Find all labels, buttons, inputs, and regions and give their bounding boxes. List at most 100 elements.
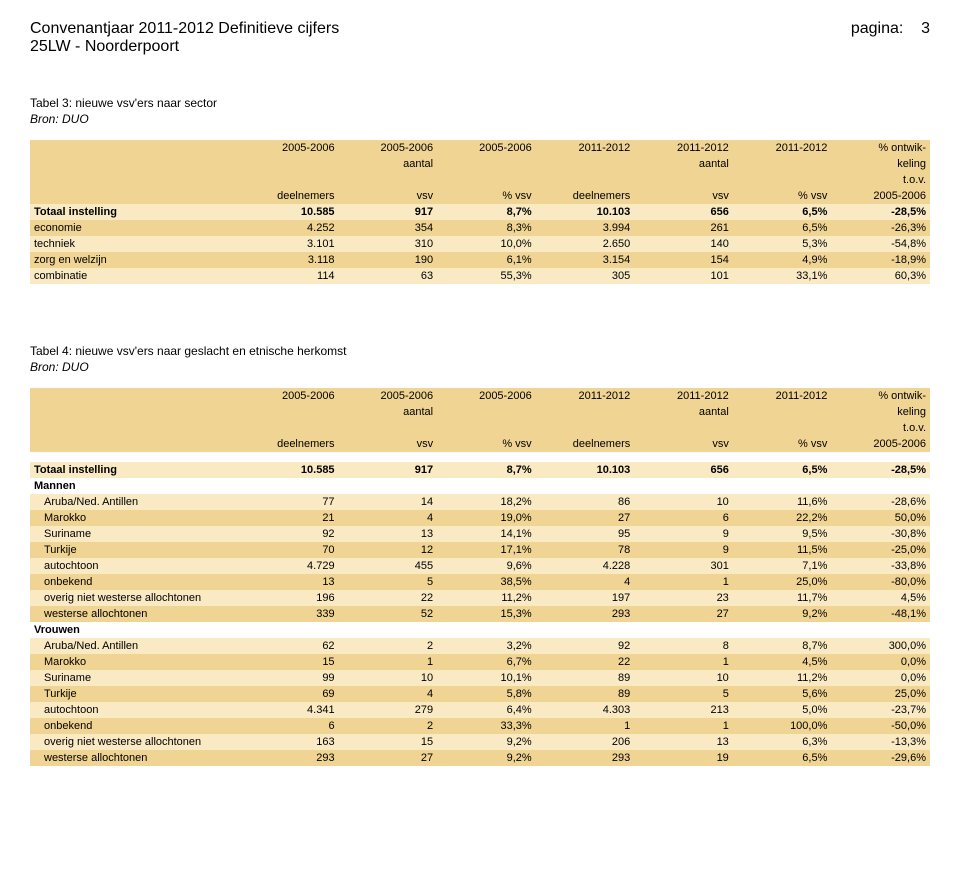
cell: -29,6% — [831, 750, 930, 766]
cell: 11,5% — [733, 542, 832, 558]
cell: 100,0% — [733, 718, 832, 734]
group-label-row: Vrouwen — [30, 622, 930, 638]
cell: 2.650 — [536, 236, 635, 252]
cell: 11,2% — [437, 590, 536, 606]
cell: 5,8% — [437, 686, 536, 702]
cell: 10 — [634, 670, 733, 686]
cell: 4,9% — [733, 252, 832, 268]
cell: 4.228 — [536, 558, 635, 574]
cell: -18,9% — [831, 252, 930, 268]
cell: 3.994 — [536, 220, 635, 236]
cell: 1 — [634, 574, 733, 590]
cell: 293 — [536, 606, 635, 622]
cell: 9,2% — [733, 606, 832, 622]
page-number: pagina: 3 — [851, 20, 930, 38]
cell: -54,8% — [831, 236, 930, 252]
cell: 293 — [240, 750, 339, 766]
table-row: economie4.2523548,3%3.9942616,5%-26,3% — [30, 220, 930, 236]
table3-caption: Tabel 3: nieuwe vsv'ers naar sector — [30, 96, 930, 110]
table-row: overig niet westerse allochtonen1962211,… — [30, 590, 930, 606]
cell: 27 — [536, 510, 635, 526]
table-row: westerse allochtonen293279,2%293196,5%-2… — [30, 750, 930, 766]
cell: 4 — [339, 510, 438, 526]
row-label: westerse allochtonen — [30, 606, 240, 622]
cell: 13 — [339, 526, 438, 542]
cell: 14 — [339, 494, 438, 510]
cell: 1 — [339, 654, 438, 670]
row-label: Suriname — [30, 526, 240, 542]
cell: 293 — [536, 750, 635, 766]
cell: 50,0% — [831, 510, 930, 526]
table3: 2005-2006 2005-2006 2005-2006 2011-2012 … — [30, 140, 930, 284]
table-row: autochtoon4.7294559,6%4.2283017,1%-33,8% — [30, 558, 930, 574]
table3-header-row2: aantal aantal keling — [30, 156, 930, 172]
cell: 38,5% — [437, 574, 536, 590]
row-label: autochtoon — [30, 702, 240, 718]
row-label: techniek — [30, 236, 240, 252]
row-label: zorg en welzijn — [30, 252, 240, 268]
table-row: zorg en welzijn3.1181906,1%3.1541544,9%-… — [30, 252, 930, 268]
cell: 99 — [240, 670, 339, 686]
cell: 4 — [536, 574, 635, 590]
cell: 6,4% — [437, 702, 536, 718]
cell: 86 — [536, 494, 635, 510]
cell: 10.585 — [240, 204, 339, 220]
row-label: Totaal instelling — [30, 462, 240, 478]
cell: 78 — [536, 542, 635, 558]
cell: 5 — [339, 574, 438, 590]
cell: 15 — [240, 654, 339, 670]
cell: 22 — [339, 590, 438, 606]
cell: 354 — [339, 220, 438, 236]
table-row: Totaal instelling10.5859178,7%10.1036566… — [30, 204, 930, 220]
cell: 101 — [634, 268, 733, 284]
row-label: Turkije — [30, 686, 240, 702]
cell: 2 — [339, 638, 438, 654]
cell: 6,1% — [437, 252, 536, 268]
cell: 917 — [339, 204, 438, 220]
cell: 8,7% — [437, 204, 536, 220]
group-label: Mannen — [30, 478, 930, 494]
cell: 23 — [634, 590, 733, 606]
cell: 62 — [240, 638, 339, 654]
cell: 213 — [634, 702, 733, 718]
table4-header-row1: 2005-2006 2005-2006 2005-2006 2011-2012 … — [30, 388, 930, 404]
cell: 15,3% — [437, 606, 536, 622]
cell: 305 — [536, 268, 635, 284]
cell: 19,0% — [437, 510, 536, 526]
cell: 5,3% — [733, 236, 832, 252]
cell: -80,0% — [831, 574, 930, 590]
row-label: onbekend — [30, 574, 240, 590]
cell: 15 — [339, 734, 438, 750]
table-row: Totaal instelling10.5859178,7%10.1036566… — [30, 462, 930, 478]
cell: 455 — [339, 558, 438, 574]
cell: 6,3% — [733, 734, 832, 750]
row-label: westerse allochtonen — [30, 750, 240, 766]
cell: 11,6% — [733, 494, 832, 510]
row-label: combinatie — [30, 268, 240, 284]
cell: 11,7% — [733, 590, 832, 606]
cell: 3.101 — [240, 236, 339, 252]
row-label: Suriname — [30, 670, 240, 686]
cell: 3,2% — [437, 638, 536, 654]
cell: 9,2% — [437, 750, 536, 766]
cell: 92 — [240, 526, 339, 542]
cell: 6,5% — [733, 462, 832, 478]
cell: 3.118 — [240, 252, 339, 268]
cell: 4 — [339, 686, 438, 702]
cell: 310 — [339, 236, 438, 252]
cell: 3.154 — [536, 252, 635, 268]
group-label-row: Mannen — [30, 478, 930, 494]
group-label: Vrouwen — [30, 622, 930, 638]
cell: 4.303 — [536, 702, 635, 718]
table-row: Aruba/Ned. Antillen771418,2%861011,6%-28… — [30, 494, 930, 510]
cell: -26,3% — [831, 220, 930, 236]
table-row: techniek3.10131010,0%2.6501405,3%-54,8% — [30, 236, 930, 252]
cell: 22,2% — [733, 510, 832, 526]
row-label: autochtoon — [30, 558, 240, 574]
row-label: overig niet westerse allochtonen — [30, 590, 240, 606]
cell: 1 — [634, 654, 733, 670]
row-label: Marokko — [30, 654, 240, 670]
cell: 4.341 — [240, 702, 339, 718]
cell: 14,1% — [437, 526, 536, 542]
cell: 339 — [240, 606, 339, 622]
